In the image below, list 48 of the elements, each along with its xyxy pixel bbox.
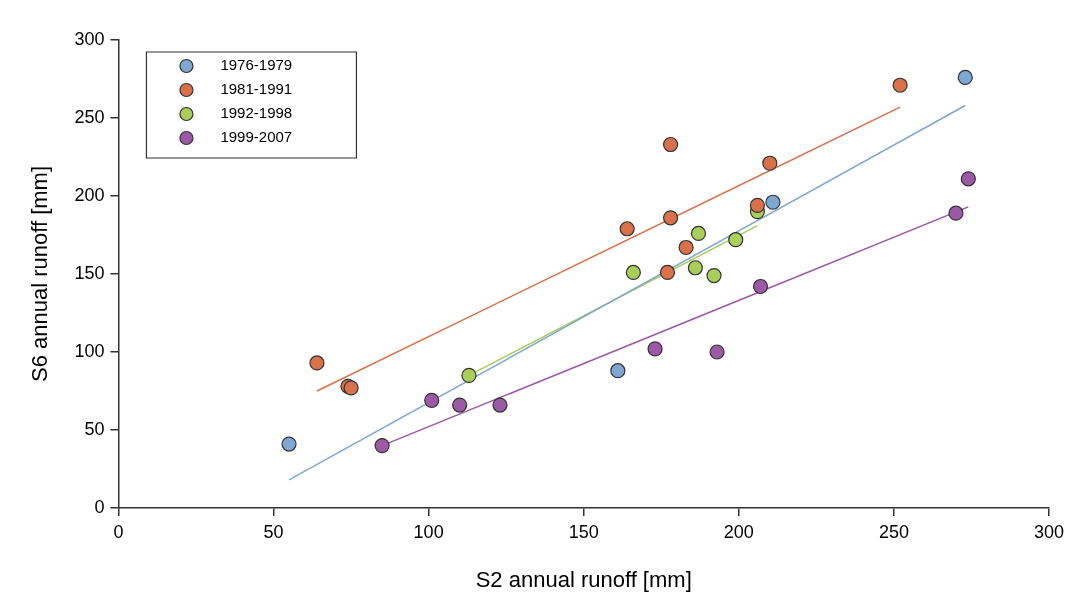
point bbox=[706, 267, 722, 284]
legend-label: 1999-2007 bbox=[220, 128, 293, 146]
x-axis-title: S2 annual runoff [mm] bbox=[475, 566, 692, 592]
point bbox=[647, 341, 663, 357]
point bbox=[752, 278, 769, 295]
y-tick-label: 100 bbox=[74, 340, 105, 361]
y-tick-label: 50 bbox=[84, 418, 105, 439]
x-tick-label: 200 bbox=[723, 521, 754, 542]
point bbox=[281, 436, 297, 452]
y-tick-label: 250 bbox=[74, 106, 105, 127]
point bbox=[662, 136, 679, 153]
x-tick-label: 300 bbox=[1033, 521, 1065, 542]
point bbox=[662, 210, 679, 226]
point bbox=[960, 171, 976, 187]
legend-label: 1981-1991 bbox=[220, 80, 293, 98]
point bbox=[687, 260, 703, 276]
point bbox=[948, 205, 964, 221]
point bbox=[957, 69, 973, 86]
point bbox=[492, 397, 508, 413]
legend-label: 1976-1979 bbox=[220, 56, 293, 74]
point bbox=[461, 367, 477, 383]
point bbox=[678, 239, 694, 256]
point bbox=[690, 225, 707, 242]
x-tick-label: 250 bbox=[878, 521, 909, 542]
point bbox=[610, 363, 626, 379]
point bbox=[619, 221, 635, 237]
legend-label: 1992-1998 bbox=[220, 104, 293, 122]
point bbox=[452, 397, 468, 413]
point bbox=[309, 355, 325, 371]
point bbox=[749, 197, 766, 213]
point bbox=[659, 264, 676, 281]
point bbox=[762, 155, 778, 171]
y-axis-title: S6 annual runoff [mm] bbox=[27, 165, 53, 383]
x-tick-label: 100 bbox=[413, 521, 444, 542]
point bbox=[765, 194, 781, 210]
y-tick-label: 200 bbox=[74, 184, 105, 205]
point bbox=[374, 438, 390, 454]
y-tick-label: 0 bbox=[94, 496, 105, 517]
point bbox=[892, 77, 908, 93]
x-tick-label: 150 bbox=[568, 521, 599, 542]
x-tick-label: 0 bbox=[113, 521, 124, 542]
point bbox=[424, 392, 440, 408]
y-tick-label: 300 bbox=[74, 28, 105, 49]
point bbox=[709, 344, 725, 360]
x-tick-label: 50 bbox=[263, 521, 284, 542]
point bbox=[625, 264, 641, 281]
y-tick-label: 150 bbox=[74, 262, 105, 283]
point bbox=[728, 232, 744, 248]
